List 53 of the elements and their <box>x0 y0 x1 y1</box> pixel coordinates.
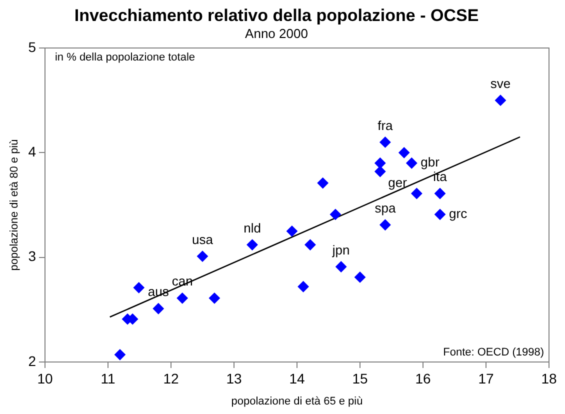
x-tick-label: 17 <box>478 370 494 386</box>
annotation: jpn <box>331 242 350 258</box>
point <box>406 158 418 169</box>
y-axis-title: popolazione di età 80 e più <box>8 139 21 271</box>
annotation: nld <box>244 220 261 236</box>
point <box>380 219 391 230</box>
point <box>246 239 258 250</box>
y-tick-label: 2 <box>28 352 36 369</box>
annotation: ger <box>388 175 408 190</box>
point <box>374 158 386 169</box>
x-tick-label: 12 <box>163 370 179 386</box>
point <box>494 94 506 106</box>
annotation: gbr <box>420 154 440 170</box>
annotation: ita <box>433 169 448 184</box>
point <box>196 250 208 262</box>
point <box>208 292 220 304</box>
x-tick-label: 14 <box>289 370 305 386</box>
x-tick-label: 16 <box>415 370 431 386</box>
point <box>398 147 410 158</box>
point <box>114 349 126 360</box>
point <box>354 272 366 283</box>
annotation: sve <box>490 76 511 91</box>
point <box>336 261 347 272</box>
point <box>330 208 341 220</box>
point <box>317 178 328 189</box>
point <box>176 292 188 304</box>
point <box>374 166 386 178</box>
point <box>152 303 164 314</box>
y-tick-label: 5 <box>28 38 36 55</box>
x-tick-label: 18 <box>541 370 557 386</box>
chart-title: Invecchiamento relativo della popolazione - OCSE <box>74 6 479 25</box>
point <box>411 188 422 199</box>
chart-subtitle: Anno 2000 <box>245 26 308 41</box>
annotation: grc <box>449 206 468 221</box>
x-tick-label: 15 <box>352 370 368 386</box>
annotation: fra <box>378 118 394 133</box>
point <box>434 208 446 220</box>
y-tick-label: 3 <box>28 248 36 264</box>
point <box>434 188 446 199</box>
annotation: usa <box>192 232 214 247</box>
x-tick-label: 10 <box>37 370 53 386</box>
point <box>133 282 144 294</box>
point <box>380 136 391 148</box>
annotation: spa <box>374 200 396 216</box>
annotation: Fonte: OECD (1998) <box>443 346 544 359</box>
x-axis-title: popolazione di età 65 e più <box>231 395 363 408</box>
annotation: in % della popolazione totale <box>54 52 196 64</box>
x-tick-label: 13 <box>226 370 242 386</box>
point <box>304 239 316 250</box>
point <box>286 226 298 237</box>
y-tick-label: 4 <box>28 144 36 160</box>
x-tick-label: 11 <box>100 370 116 386</box>
point <box>298 281 309 292</box>
